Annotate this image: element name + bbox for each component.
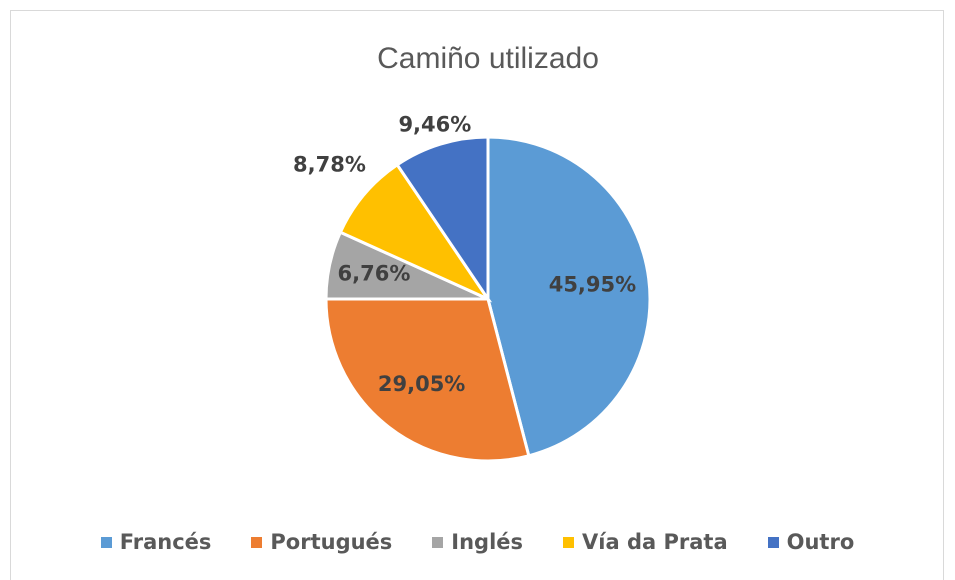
legend-swatch — [563, 536, 575, 548]
legend-swatch — [767, 536, 779, 548]
legend-swatch — [432, 536, 444, 548]
legend-item: Portugués — [251, 530, 392, 554]
legend-item: Inglés — [432, 530, 523, 554]
pie-slice — [486, 135, 652, 458]
legend-item: Francés — [100, 530, 212, 554]
pie-slice — [338, 162, 493, 303]
legend-swatch — [100, 536, 112, 548]
legend-label: Outro — [786, 530, 855, 554]
data-label: 29,05% — [378, 372, 465, 396]
legend-item: Vía da Prata — [563, 530, 728, 554]
chart-title: Camiño utilizado — [377, 42, 599, 75]
pie-slice — [324, 297, 531, 463]
data-label: 6,76% — [338, 261, 411, 285]
legend: Francés Portugués Inglés Vía da Prata Outro — [0, 530, 955, 554]
pie-slice — [395, 135, 490, 304]
legend-label: Portugués — [270, 530, 393, 554]
data-label: 9,46% — [398, 113, 471, 137]
legend-label: Inglés — [451, 530, 524, 554]
legend-swatch — [251, 536, 263, 548]
legend-label: Francés — [119, 530, 212, 554]
legend-item: Outro — [767, 530, 855, 554]
legend-label: Vía da Prata — [582, 530, 728, 554]
chart-frame — [10, 10, 944, 580]
data-label: 45,95% — [549, 273, 636, 297]
data-label: 8,78% — [293, 152, 366, 176]
